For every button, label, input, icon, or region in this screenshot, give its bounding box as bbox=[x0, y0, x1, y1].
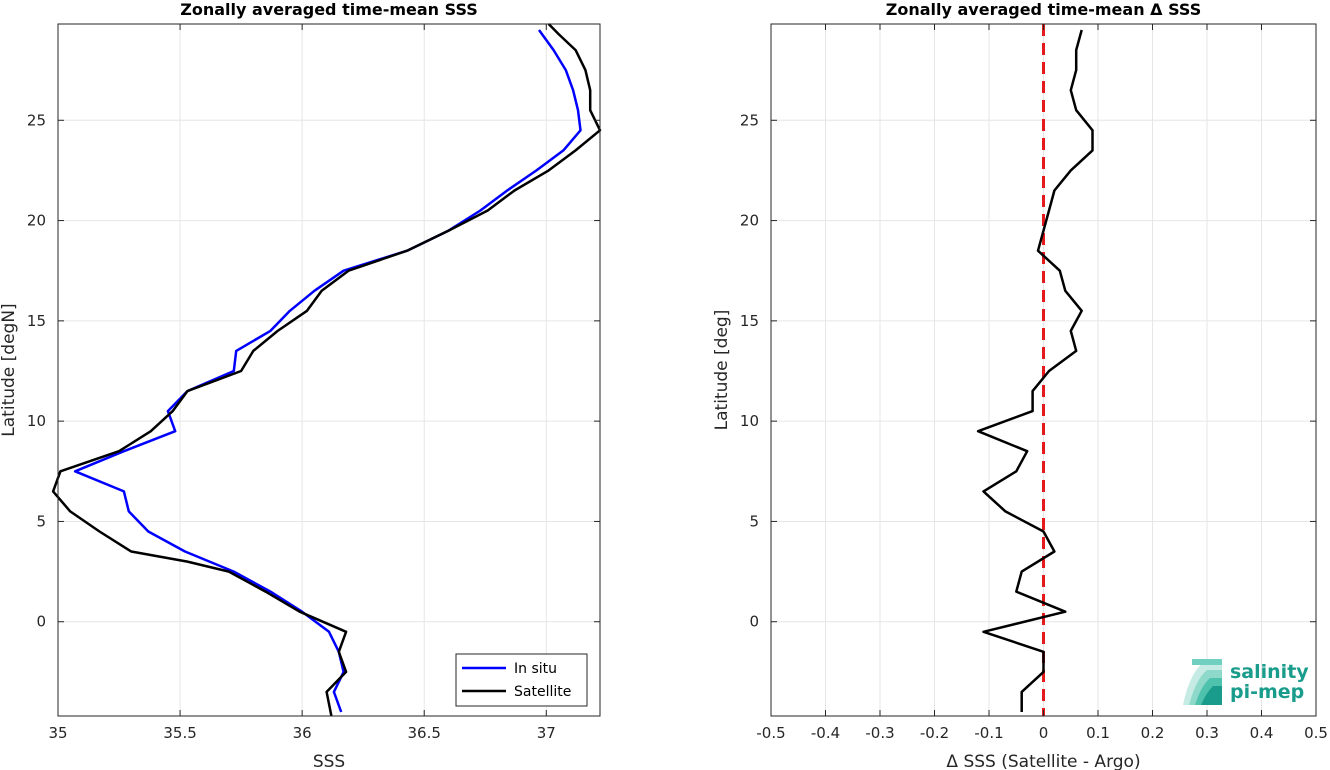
y-tick-label: 15 bbox=[740, 312, 759, 330]
x-tick-label: -0.5 bbox=[756, 724, 785, 742]
axes-box bbox=[57, 23, 601, 717]
x-tick-label: -0.1 bbox=[974, 724, 1003, 742]
y-axis-label: Latitude [degN] bbox=[0, 303, 19, 436]
legend-entry: In situ bbox=[514, 661, 557, 677]
y-tick-label: 5 bbox=[36, 512, 46, 530]
x-axis-label: Δ SSS (Satellite - Argo) bbox=[946, 752, 1140, 770]
y-tick-label: 20 bbox=[27, 212, 46, 230]
right-panel-delta-sss: -0.5 -0.4 -0.3 -0.2 -0.1 0 0.1 0.2 0.3 0.4 0.5 0 5 10… bbox=[712, 0, 1328, 770]
y-tick-label: 25 bbox=[27, 111, 46, 129]
legend-entry: Satellite bbox=[514, 684, 571, 700]
x-tick-label: 0.2 bbox=[1141, 724, 1165, 742]
logo-wave-icon bbox=[1183, 659, 1222, 705]
x-tick-label: 0.3 bbox=[1195, 724, 1219, 742]
left-panel-sss: 35 35.5 36 36.5 37 0 5 10 15 20 25 Zonally averaged… bbox=[0, 0, 602, 770]
legend-box bbox=[455, 653, 588, 707]
chart-title: Zonally averaged time-mean Δ SSS bbox=[886, 0, 1202, 19]
y-tick-label: 10 bbox=[740, 412, 759, 430]
x-tick-label: 35.5 bbox=[163, 724, 196, 742]
y-tick-label: 0 bbox=[749, 613, 759, 631]
x-tick-label: 0 bbox=[1039, 724, 1049, 742]
chart-title: Zonally averaged time-mean SSS bbox=[180, 0, 478, 19]
x-tick-label: 37 bbox=[537, 724, 556, 742]
logo-text-salinity: salinity bbox=[1230, 661, 1309, 683]
y-tick-label: 15 bbox=[27, 312, 46, 330]
x-tick-label: 0.5 bbox=[1304, 724, 1328, 742]
y-tick-label: 10 bbox=[27, 412, 46, 430]
x-tick-label: 35 bbox=[48, 724, 67, 742]
series-line-in-situ bbox=[73, 29, 582, 713]
logo-text-pi-mep: pi-mep bbox=[1230, 681, 1304, 703]
y-tick-label: 5 bbox=[749, 512, 759, 530]
x-axis-label: SSS bbox=[313, 752, 345, 770]
y-tick-label: 0 bbox=[36, 613, 46, 631]
legend: In situ Satellite bbox=[455, 653, 588, 707]
y-tick-label: 20 bbox=[740, 212, 759, 230]
x-tick-label: -0.3 bbox=[865, 724, 894, 742]
x-tick-label: 0.4 bbox=[1250, 724, 1274, 742]
salinity-pi-mep-logo: salinity pi-mep bbox=[1183, 659, 1309, 705]
x-tick-label: 0.1 bbox=[1086, 724, 1110, 742]
x-tick-label: 36 bbox=[293, 724, 312, 742]
series-line-delta-sss bbox=[976, 29, 1094, 712]
y-tick-label: 25 bbox=[740, 111, 759, 129]
x-tick-label: 36.5 bbox=[408, 724, 441, 742]
y-axis-label: Latitude [deg] bbox=[712, 310, 732, 431]
x-tick-label: -0.2 bbox=[920, 724, 949, 742]
series-line-satellite bbox=[51, 23, 602, 717]
x-tick-label: -0.4 bbox=[811, 724, 840, 742]
